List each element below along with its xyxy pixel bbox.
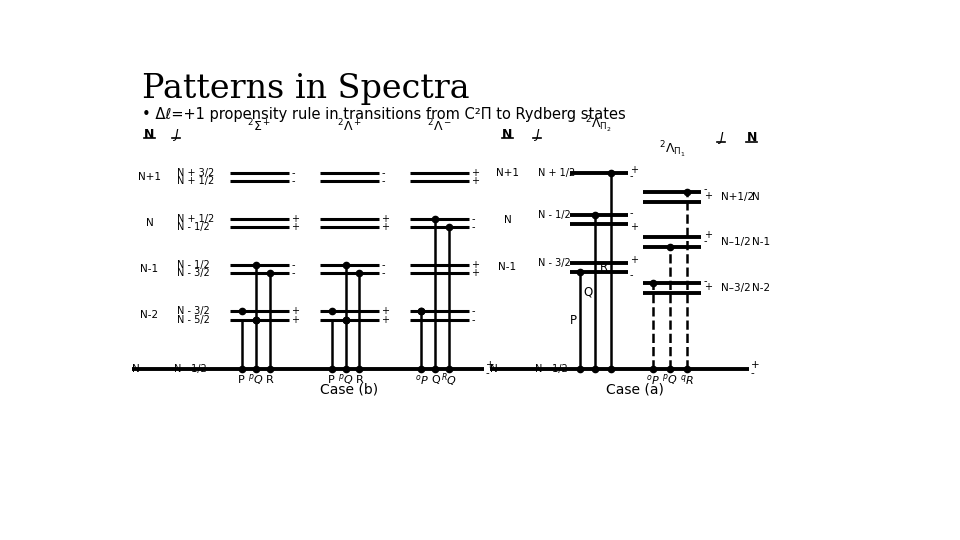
Text: +: + [381,315,389,325]
Text: N+1/2: N+1/2 [721,192,754,202]
Text: -: - [291,167,295,178]
Text: +: + [291,214,300,224]
Text: N–1/2: N–1/2 [721,237,751,247]
Text: N-1: N-1 [140,264,158,274]
Text: R: R [266,375,274,384]
Text: -: - [381,260,385,270]
Text: N–3/2: N–3/2 [721,284,751,293]
Text: +: + [704,282,711,292]
Text: -: - [471,315,474,325]
Text: $^2\Lambda_{\Pi_1}$: $^2\Lambda_{\Pi_1}$ [659,139,685,160]
Text: -: - [630,270,634,280]
Text: -: - [381,268,385,279]
Text: N - 1/2: N - 1/2 [175,364,207,374]
Text: $^oP$: $^oP$ [415,373,428,387]
Text: +: + [471,176,479,186]
Text: N - 5/2: N - 5/2 [178,315,210,325]
Text: Case (b): Case (b) [321,383,378,397]
Text: N: N [144,127,155,140]
Text: -: - [630,172,634,181]
Text: +: + [471,260,479,270]
Text: $^pQ$: $^pQ$ [662,372,678,387]
Text: N-2: N-2 [140,310,158,320]
Text: -: - [704,185,708,194]
Text: $^2\Sigma^+$: $^2\Sigma^+$ [248,118,272,134]
Text: $^pQ$: $^pQ$ [248,372,263,387]
Text: +: + [381,214,389,224]
Text: J: J [719,131,723,144]
Text: N: N [146,218,154,228]
Text: N + 1/2: N + 1/2 [178,214,215,224]
Text: -: - [471,214,474,224]
Text: $^qR$: $^qR$ [681,373,694,387]
Text: +: + [471,167,479,178]
Text: -: - [751,368,755,378]
Text: $^pQ$: $^pQ$ [338,372,353,387]
Text: -: - [486,368,490,378]
Text: +: + [630,222,638,232]
Text: N + 1/2: N + 1/2 [178,176,215,186]
Text: Q: Q [431,375,440,384]
Text: Case (a): Case (a) [607,383,664,397]
Text: N + 3/2: N + 3/2 [178,167,215,178]
Text: N-1: N-1 [498,262,516,272]
Text: R: R [600,261,609,274]
Text: N: N [752,192,759,202]
Text: +: + [486,360,494,370]
Text: J: J [535,127,539,140]
Text: -: - [704,276,708,286]
Text: P: P [570,314,577,327]
Text: N: N [132,364,140,374]
Text: N: N [747,131,756,144]
Text: +: + [291,306,300,316]
Text: -: - [381,167,385,178]
Text: +: + [751,360,759,370]
Text: N - 1/2: N - 1/2 [539,210,571,220]
Text: -: - [291,176,295,186]
Text: N-1: N-1 [752,237,770,247]
Text: N+1: N+1 [138,172,161,182]
Text: +: + [381,306,389,316]
Text: N: N [491,364,498,374]
Text: R: R [355,375,363,384]
Text: -: - [704,236,708,246]
Text: N: N [504,214,512,225]
Text: Patterns in Spectra: Patterns in Spectra [142,73,469,105]
Text: -: - [291,260,295,270]
Text: $^2\Lambda^-$: $^2\Lambda^-$ [427,118,452,134]
Text: N-2: N-2 [752,284,770,293]
Text: N - 3/2: N - 3/2 [178,306,210,316]
Text: N - 1/2: N - 1/2 [178,222,210,232]
Text: +: + [704,191,711,201]
Text: N + 1/2: N + 1/2 [539,167,576,178]
Text: -: - [471,306,474,316]
Text: Q: Q [584,286,592,299]
Text: +: + [381,222,389,232]
Text: +: + [630,165,638,174]
Text: -: - [291,268,295,279]
Text: $^2\Lambda_{\Pi_2}$: $^2\Lambda_{\Pi_2}$ [586,115,612,135]
Text: $^oP$: $^oP$ [646,373,660,387]
Text: -: - [381,176,385,186]
Text: $^2\Lambda^+$: $^2\Lambda^+$ [337,118,362,134]
Text: +: + [291,315,300,325]
Text: +: + [471,268,479,279]
Text: J: J [174,127,178,140]
Text: +: + [291,222,300,232]
Text: N - 1/2: N - 1/2 [178,260,210,270]
Text: -: - [471,222,474,232]
Text: N - 1/2: N - 1/2 [536,364,568,374]
Text: P: P [238,375,245,384]
Text: P: P [328,375,335,384]
Text: +: + [704,230,711,240]
Text: N - 3/2: N - 3/2 [539,258,571,268]
Text: N+1: N+1 [496,167,519,178]
Text: N - 3/2: N - 3/2 [178,268,210,279]
Text: • Δℓ=+1 propensity rule in transitions from C²Π to Rydberg states: • Δℓ=+1 propensity rule in transitions f… [142,106,626,122]
Text: -: - [630,208,634,218]
Text: +: + [630,255,638,265]
Text: $^RQ$: $^RQ$ [442,371,457,389]
Text: N: N [502,127,513,140]
